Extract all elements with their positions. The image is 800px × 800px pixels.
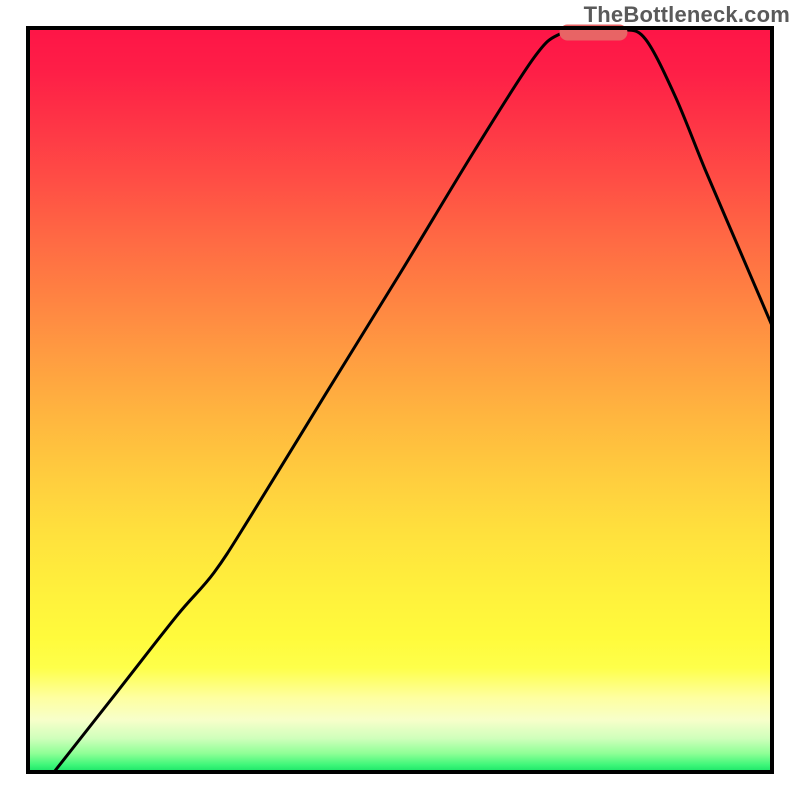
gradient-background <box>28 28 772 772</box>
chart-container: TheBottleneck.com <box>0 0 800 800</box>
watermark-text: TheBottleneck.com <box>584 2 790 28</box>
chart-svg <box>0 0 800 800</box>
